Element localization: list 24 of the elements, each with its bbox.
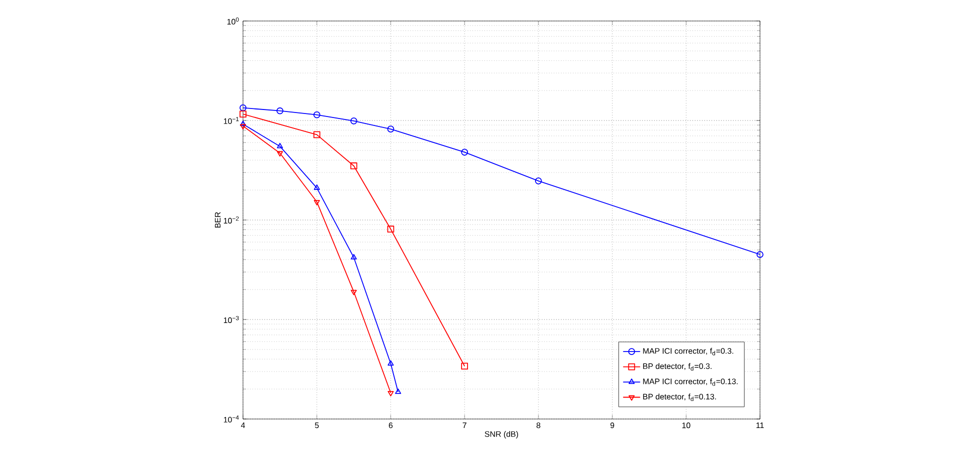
point [314, 200, 320, 206]
point [276, 142, 283, 148]
point [387, 226, 394, 233]
point [461, 362, 468, 370]
point [350, 290, 357, 296]
point [350, 117, 358, 124]
point [350, 162, 358, 170]
point [461, 148, 468, 156]
point [276, 107, 284, 114]
point [395, 388, 402, 394]
point [756, 251, 764, 258]
point [534, 177, 542, 184]
point [240, 120, 246, 126]
point [387, 126, 394, 133]
point [350, 254, 357, 260]
point [313, 131, 320, 138]
point [240, 110, 246, 118]
point [313, 111, 320, 118]
point [388, 390, 394, 396]
point [276, 151, 283, 157]
point [240, 104, 246, 112]
point [314, 184, 320, 190]
point [240, 124, 246, 130]
point [388, 360, 394, 366]
